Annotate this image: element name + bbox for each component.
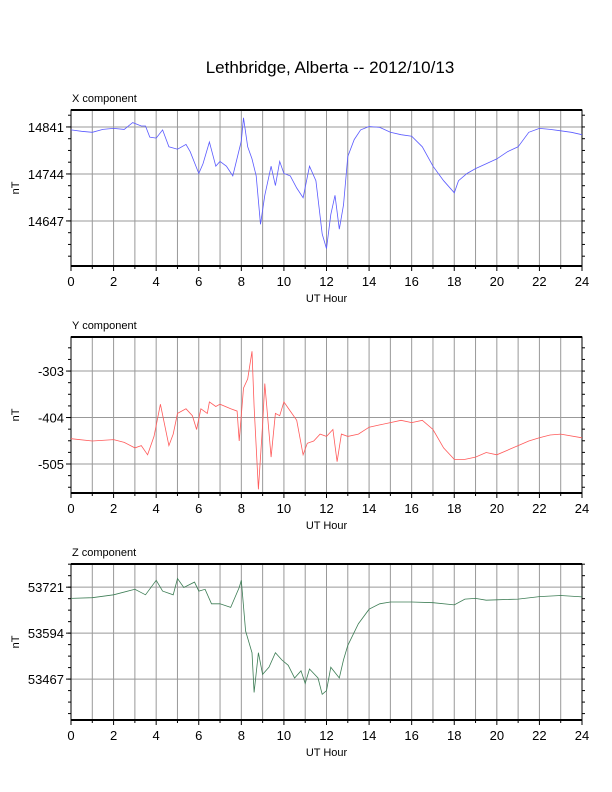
x-tick-label: 22	[532, 274, 546, 289]
y-tick-label: 14841	[28, 120, 64, 135]
x-tick-label: 16	[404, 274, 418, 289]
x-tick-label: 14	[362, 501, 376, 516]
x-tick-label: 20	[490, 274, 504, 289]
x-tick-label: 10	[277, 501, 291, 516]
y-axis-label: nT	[10, 408, 22, 421]
x-tick-label: 16	[404, 728, 418, 743]
y-axis-label: nT	[10, 181, 22, 194]
x-tick-label: 6	[195, 274, 202, 289]
panel-title: Y component	[72, 320, 137, 332]
x-tick-label: 20	[490, 728, 504, 743]
x-tick-label: 4	[153, 728, 160, 743]
x-tick-label: 8	[238, 274, 245, 289]
x-tick-label: 0	[67, 274, 74, 289]
x-tick-label: 20	[490, 501, 504, 516]
x-tick-label: 14	[362, 274, 376, 289]
x-tick-label: 12	[319, 274, 333, 289]
x-tick-label: 22	[532, 728, 546, 743]
x-tick-label: 2	[110, 274, 117, 289]
panel-title: Z component	[72, 547, 136, 559]
x-tick-label: 10	[277, 274, 291, 289]
x-tick-label: 22	[532, 501, 546, 516]
y-tick-label: -505	[38, 457, 64, 472]
data-series-line	[70, 351, 583, 490]
y-tick-label: 53721	[28, 580, 64, 595]
x-tick-label: 18	[447, 728, 461, 743]
x-tick-label: 24	[575, 728, 589, 743]
panel-title: X component	[72, 93, 137, 105]
x-tick-label: 4	[153, 274, 160, 289]
y-tick-label: 14647	[28, 214, 64, 229]
x-tick-label: 0	[67, 728, 74, 743]
x-tick-label: 18	[447, 501, 461, 516]
y-tick-label: 14744	[28, 167, 64, 182]
x-tick-label: 24	[575, 274, 589, 289]
x-tick-label: 18	[447, 274, 461, 289]
x-tick-label: 24	[575, 501, 589, 516]
y-tick-label: -404	[38, 411, 64, 426]
x-axis-label: UT Hour	[306, 747, 348, 759]
y-axis-label: nT	[10, 635, 22, 648]
x-tick-label: 0	[67, 501, 74, 516]
y-tick-label: 53467	[28, 672, 64, 687]
x-tick-label: 12	[319, 728, 333, 743]
x-tick-label: 4	[153, 501, 160, 516]
x-tick-label: 2	[110, 728, 117, 743]
x-tick-label: 2	[110, 501, 117, 516]
x-axis-label: UT Hour	[306, 520, 348, 532]
x-tick-label: 16	[404, 501, 418, 516]
x-tick-label: 14	[362, 728, 376, 743]
x-axis-label: UT Hour	[306, 293, 348, 305]
x-tick-label: 6	[195, 728, 202, 743]
figure-title: Lethbridge, Alberta -- 2012/10/13	[205, 58, 455, 77]
x-tick-label: 12	[319, 501, 333, 516]
x-tick-label: 10	[277, 728, 291, 743]
data-series-line	[70, 577, 583, 696]
x-tick-label: 6	[195, 501, 202, 516]
y-tick-label: -303	[38, 364, 64, 379]
data-series-line	[70, 117, 583, 249]
y-tick-label: 53594	[28, 626, 64, 641]
x-tick-label: 8	[238, 728, 245, 743]
x-tick-label: 8	[238, 501, 245, 516]
